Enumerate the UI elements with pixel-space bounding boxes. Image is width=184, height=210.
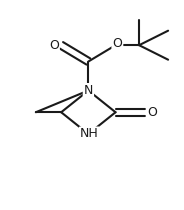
Text: O: O [49, 39, 59, 52]
Text: O: O [112, 37, 122, 50]
Text: O: O [147, 106, 157, 119]
Text: N: N [84, 84, 93, 97]
Text: NH: NH [80, 127, 99, 140]
